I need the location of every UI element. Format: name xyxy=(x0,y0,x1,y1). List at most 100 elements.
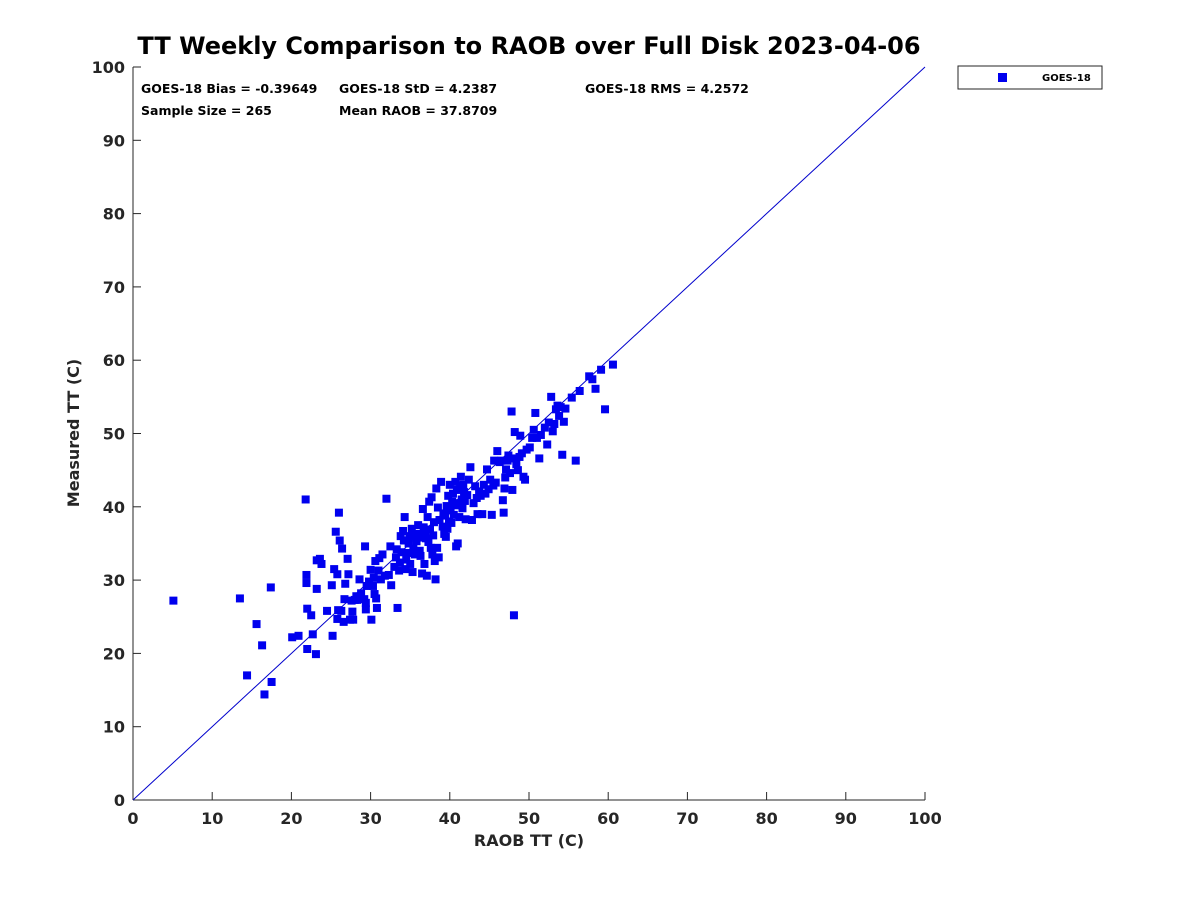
data-point xyxy=(333,570,342,579)
y-tick-label: 60 xyxy=(103,351,125,370)
data-point xyxy=(422,571,431,580)
data-point xyxy=(374,566,383,575)
data-point xyxy=(469,499,478,508)
data-point xyxy=(449,510,458,519)
y-tick-label: 90 xyxy=(103,131,125,150)
data-point xyxy=(509,454,518,463)
data-point xyxy=(404,539,413,548)
data-point xyxy=(420,559,429,568)
data-point xyxy=(312,584,321,593)
data-point xyxy=(288,633,297,642)
data-point xyxy=(341,579,350,588)
data-point xyxy=(455,513,464,522)
data-point xyxy=(504,451,513,460)
data-point xyxy=(497,456,506,465)
y-tick-label: 20 xyxy=(103,644,125,663)
data-point xyxy=(327,581,336,590)
data-point xyxy=(516,431,525,440)
data-point xyxy=(367,615,376,624)
data-point xyxy=(451,477,460,486)
x-tick-label: 50 xyxy=(518,809,540,828)
data-point xyxy=(425,497,434,506)
data-point xyxy=(339,617,348,626)
data-point xyxy=(301,495,310,504)
data-point xyxy=(550,419,559,428)
data-point xyxy=(391,553,400,562)
data-point xyxy=(406,559,415,568)
data-point xyxy=(466,463,475,472)
data-point xyxy=(335,536,344,545)
data-point xyxy=(567,393,576,402)
data-point xyxy=(487,510,496,519)
data-point xyxy=(361,598,370,607)
data-point xyxy=(591,384,600,393)
data-point xyxy=(475,487,484,496)
data-point xyxy=(303,604,312,613)
data-point xyxy=(395,558,404,567)
data-point xyxy=(478,510,487,519)
data-point xyxy=(260,690,269,699)
x-tick-label: 90 xyxy=(835,809,857,828)
data-point xyxy=(315,554,324,563)
data-point xyxy=(437,477,446,486)
legend: GOES-18 xyxy=(957,65,1103,90)
data-point xyxy=(399,536,408,545)
data-point xyxy=(561,404,570,413)
data-point xyxy=(442,502,451,511)
data-point xyxy=(418,569,427,578)
data-point xyxy=(366,565,375,574)
data-point xyxy=(528,433,537,442)
data-point xyxy=(505,469,514,478)
y-tick-label: 40 xyxy=(103,498,125,517)
plot-area: 0 10 20 30 40 50 60 70 80 90 100 0 10 20 30 40 50 60 70 80 9… xyxy=(92,58,942,828)
y-tick-label: 10 xyxy=(103,718,125,737)
data-point xyxy=(419,523,428,532)
stat-rms: GOES-18 RMS = 4.2572 xyxy=(585,81,749,96)
data-point xyxy=(510,428,519,437)
y-tick-label: 100 xyxy=(92,58,125,77)
data-point xyxy=(355,575,364,584)
data-point xyxy=(302,579,311,588)
data-point xyxy=(531,408,540,417)
data-point xyxy=(361,605,370,614)
data-point xyxy=(424,537,433,546)
data-point xyxy=(357,589,366,598)
x-tick-label: 40 xyxy=(439,809,461,828)
data-point xyxy=(266,583,275,592)
data-point xyxy=(426,525,434,534)
stat-bias: GOES-18 Bias = -0.39649 xyxy=(141,81,317,96)
data-point xyxy=(540,423,549,432)
data-point xyxy=(473,510,482,519)
data-point xyxy=(408,568,417,577)
data-point xyxy=(543,440,552,449)
x-tick-label: 70 xyxy=(676,809,698,828)
data-point xyxy=(328,631,337,640)
data-point xyxy=(353,595,362,604)
data-point xyxy=(362,581,371,590)
data-point xyxy=(456,472,465,481)
data-point xyxy=(294,631,303,640)
one-to-one-reference-line xyxy=(132,66,926,801)
y-tick-label: 80 xyxy=(103,205,125,224)
y-tick-label: 70 xyxy=(103,278,125,297)
data-point xyxy=(525,443,534,452)
data-point xyxy=(361,542,370,551)
data-point xyxy=(416,551,425,560)
data-point xyxy=(393,603,402,612)
data-point xyxy=(397,548,406,557)
data-point xyxy=(555,411,564,420)
data-point xyxy=(463,491,472,500)
data-point xyxy=(169,596,178,605)
data-point xyxy=(493,447,502,456)
y-axis-label: Measured TT (C) xyxy=(64,359,83,507)
data-point xyxy=(432,484,441,493)
data-point xyxy=(390,562,399,571)
data-point xyxy=(330,565,339,574)
data-point xyxy=(323,606,332,615)
data-point xyxy=(307,611,316,620)
data-point xyxy=(483,465,492,474)
data-point xyxy=(548,427,557,436)
data-point xyxy=(243,671,252,680)
data-point xyxy=(529,425,538,434)
